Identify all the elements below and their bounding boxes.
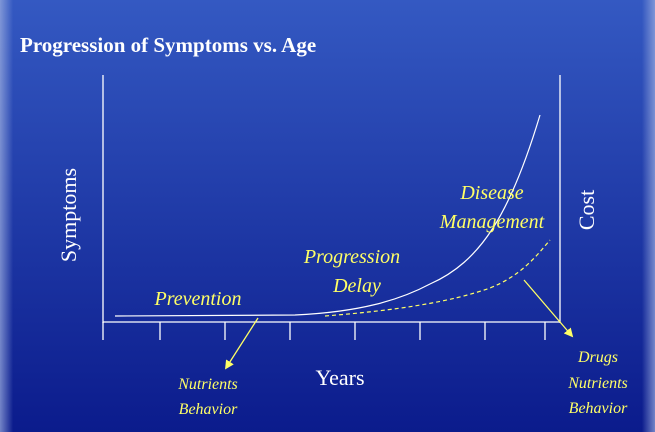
cost-curve	[324, 239, 551, 317]
x-axis-label: Years	[315, 365, 364, 390]
phase-label: Prevention	[153, 288, 241, 310]
phase-label: Delay	[332, 275, 381, 297]
callout-label: Drugs	[577, 349, 618, 366]
y2-axis-label: Cost	[574, 190, 599, 230]
title: Progression of Symptoms vs. Age	[20, 33, 316, 57]
arrow	[225, 317, 259, 370]
y-axis-label: Symptoms	[56, 168, 81, 262]
arrow	[523, 279, 574, 338]
callout-label: Behavior	[179, 401, 238, 418]
phase-label: Progression	[303, 246, 400, 268]
symptoms-curve	[114, 114, 541, 317]
callout-label: Behavior	[569, 400, 628, 417]
phase-label: Management	[439, 211, 545, 233]
callout-label: Nutrients	[567, 375, 628, 392]
axes	[102, 75, 561, 340]
phase-label: Disease	[459, 182, 523, 204]
callout-label: Nutrients	[177, 376, 238, 393]
